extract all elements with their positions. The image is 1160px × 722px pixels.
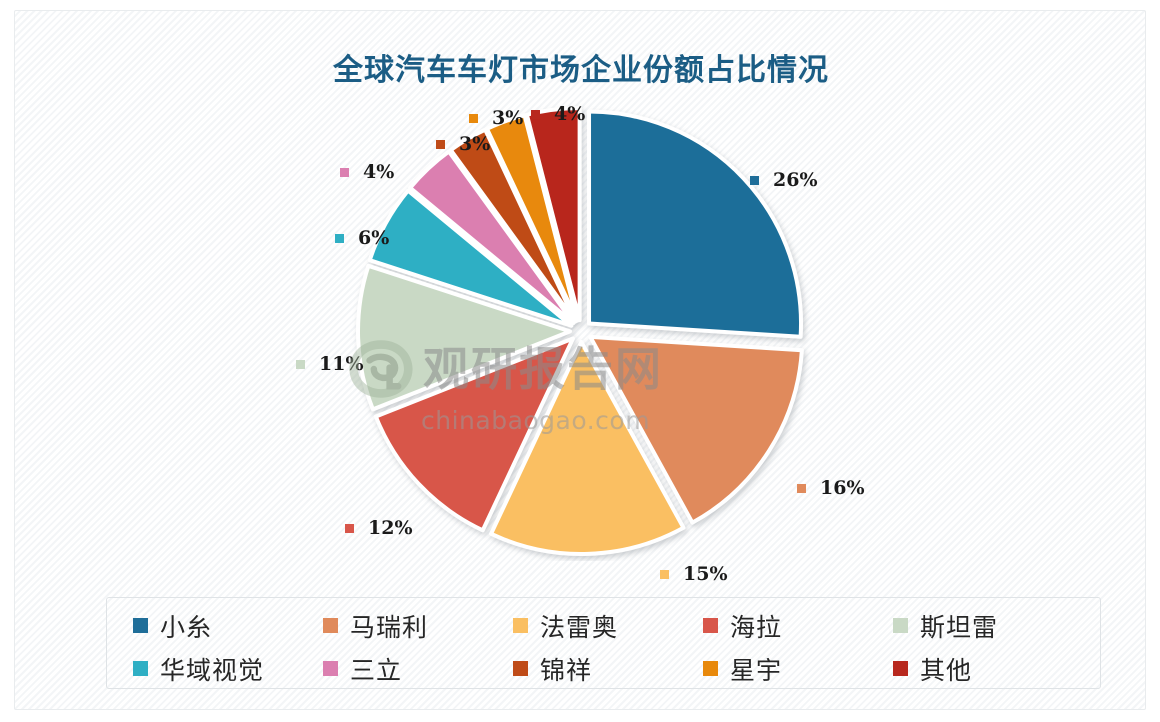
data-label-swatch (531, 109, 540, 119)
pie-slice-其他[interactable] (524, 106, 582, 323)
pie-chart-plot-area: 26% 16% 15% 12% 11% 6% (15, 91, 1145, 585)
chart-frame: 全球汽车车灯市场企业份额占比情况 26% 16% (14, 10, 1146, 710)
page-title: 全球汽车车灯市场企业份额占比情况 (333, 53, 829, 88)
pie-slice-法雷奥[interactable] (489, 339, 686, 556)
pie-slice-小糸[interactable] (587, 109, 804, 339)
legend-item-马瑞利[interactable]: 马瑞利 (297, 608, 487, 644)
legend-item-华域视觉[interactable]: 华域视觉 (107, 651, 297, 687)
legend-swatch-icon (703, 661, 718, 676)
data-label-marelli: 16% (797, 477, 865, 499)
data-label-swatch (340, 167, 349, 177)
legend-row: 小糸 马瑞利 法雷奥 海拉 斯坦雷 (107, 604, 1100, 647)
pie-slice-华域视觉[interactable] (367, 188, 574, 328)
legend-item-label: 锦祥 (540, 655, 593, 685)
legend-item-label: 华域视觉 (160, 655, 265, 685)
legend-swatch-icon (323, 661, 338, 676)
data-label-swatch (797, 483, 806, 493)
legend-item-label: 小糸 (160, 612, 213, 642)
data-label-hella: 12% (345, 517, 413, 539)
legend-item-label: 海拉 (730, 612, 783, 642)
legend-item-海拉[interactable]: 海拉 (677, 608, 867, 644)
legend-item-星宇[interactable]: 星宇 (677, 651, 867, 687)
data-label-sanli: 4% (340, 161, 394, 183)
data-label-value: 12% (368, 517, 413, 539)
pie-slice-斯坦雷[interactable] (356, 263, 573, 412)
pie-slice-马瑞利[interactable] (588, 334, 804, 525)
legend-item-label: 法雷奥 (540, 612, 619, 642)
legend-swatch-icon (893, 661, 908, 676)
legend-item-label: 星宇 (730, 655, 783, 685)
data-label-value: 16% (820, 477, 865, 499)
data-label-swatch (296, 359, 305, 369)
legend-swatch-icon (893, 618, 908, 633)
data-label-value: 11% (319, 353, 364, 375)
legend-item-锦祥[interactable]: 锦祥 (487, 651, 677, 687)
data-label-swatch (660, 569, 669, 579)
data-label-xiaoshi: 26% (750, 169, 818, 191)
pie-slice-三立[interactable] (408, 149, 576, 325)
data-label-value: 6% (358, 227, 390, 249)
data-label-value: 3% (492, 107, 524, 129)
data-label-others: 4% (531, 103, 585, 125)
pie-slice-星宇[interactable] (485, 113, 580, 323)
data-label-swatch (750, 175, 759, 185)
legend-swatch-icon (703, 618, 718, 633)
data-label-jinxiang: 3% (436, 133, 490, 155)
legend-item-其他[interactable]: 其他 (867, 651, 1057, 687)
legend-item-斯坦雷[interactable]: 斯坦雷 (867, 608, 1057, 644)
legend-swatch-icon (323, 618, 338, 633)
data-label-value: 4% (554, 103, 586, 125)
legend-item-label: 马瑞利 (350, 612, 429, 642)
data-label-value: 26% (773, 169, 818, 191)
legend-item-小糸[interactable]: 小糸 (107, 608, 297, 644)
legend-swatch-icon (513, 661, 528, 676)
data-label-swatch (436, 139, 445, 149)
data-label-stanley: 11% (296, 353, 364, 375)
data-label-swatch (345, 523, 354, 533)
data-label-value: 15% (683, 563, 728, 585)
pie-chart-svg (356, 106, 804, 556)
legend-row: 华域视觉 三立 锦祥 星宇 其他 (107, 647, 1100, 690)
legend-item-label: 其他 (920, 655, 973, 685)
data-label-swatch (469, 113, 478, 123)
legend: 小糸 马瑞利 法雷奥 海拉 斯坦雷 华域视觉 三立 锦祥 星宇 其他 (106, 597, 1101, 689)
data-label-xingyu: 3% (469, 107, 523, 129)
legend-item-法雷奥[interactable]: 法雷奥 (487, 608, 677, 644)
legend-item-三立[interactable]: 三立 (297, 651, 487, 687)
legend-item-label: 三立 (350, 655, 403, 685)
data-label-swatch (335, 233, 344, 243)
pie-slice-海拉[interactable] (373, 336, 575, 533)
legend-item-label: 斯坦雷 (920, 612, 999, 642)
data-label-valeo: 15% (660, 563, 728, 585)
data-label-value: 4% (363, 161, 395, 183)
legend-swatch-icon (133, 618, 148, 633)
pie-slice-锦祥[interactable] (448, 127, 578, 324)
legend-swatch-icon (513, 618, 528, 633)
data-label-value: 3% (459, 133, 491, 155)
legend-swatch-icon (133, 661, 148, 676)
data-label-huayu: 6% (335, 227, 389, 249)
